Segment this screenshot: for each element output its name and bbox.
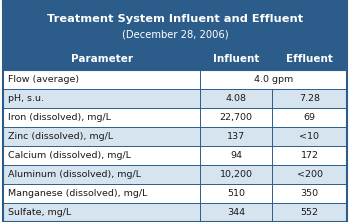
Text: 172: 172 [301,151,318,160]
Bar [3,48,347,70]
Text: 4.0 gpm: 4.0 gpm [254,75,293,84]
Bar [3,127,347,146]
Text: 69: 69 [303,113,315,122]
Bar [3,1,347,48]
Text: Influent: Influent [213,54,259,64]
Text: Effluent: Effluent [286,54,333,64]
Text: <200: <200 [296,170,322,179]
Text: 552: 552 [301,208,318,217]
Bar [3,184,347,203]
Text: Zinc (dissolved), mg/L: Zinc (dissolved), mg/L [8,132,113,141]
Text: 10,200: 10,200 [219,170,252,179]
Text: Calcium (dissolved), mg/L: Calcium (dissolved), mg/L [8,151,131,160]
Text: 94: 94 [230,151,242,160]
Bar [3,89,347,108]
Text: 344: 344 [227,208,245,217]
Text: Aluminum (dissolved), mg/L: Aluminum (dissolved), mg/L [8,170,141,179]
Text: 510: 510 [227,189,245,198]
Text: Treatment System Influent and Effluent: Treatment System Influent and Effluent [47,14,303,24]
Text: (December 28, 2006): (December 28, 2006) [122,30,228,40]
Text: 7.28: 7.28 [299,94,320,103]
Text: 4.08: 4.08 [225,94,246,103]
Text: 137: 137 [227,132,245,141]
Text: Iron (dissolved), mg/L: Iron (dissolved), mg/L [8,113,111,122]
Text: Flow (average): Flow (average) [8,75,79,84]
Text: Manganese (dissolved), mg/L: Manganese (dissolved), mg/L [8,189,147,198]
Text: Parameter: Parameter [70,54,133,64]
Bar [3,203,347,222]
Bar [3,108,347,127]
Text: 350: 350 [300,189,318,198]
Text: Sulfate, mg/L: Sulfate, mg/L [8,208,71,217]
Text: pH, s.u.: pH, s.u. [8,94,44,103]
Bar [3,70,347,89]
Bar [3,165,347,184]
Bar [3,146,347,165]
Text: <10: <10 [300,132,320,141]
Text: 22,700: 22,700 [219,113,252,122]
